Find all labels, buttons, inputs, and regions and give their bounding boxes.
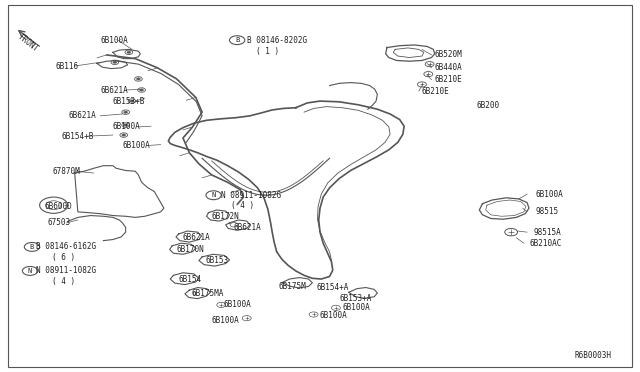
Text: 6B172N: 6B172N bbox=[212, 212, 239, 221]
Text: ( 4 ): ( 4 ) bbox=[52, 278, 76, 286]
Text: 98515: 98515 bbox=[536, 207, 559, 217]
Text: 6B153+B: 6B153+B bbox=[113, 97, 145, 106]
Text: 6B100A: 6B100A bbox=[342, 303, 370, 312]
Text: 6B210E: 6B210E bbox=[435, 75, 463, 84]
Circle shape bbox=[130, 100, 134, 102]
Circle shape bbox=[113, 61, 116, 63]
Text: 6B520M: 6B520M bbox=[435, 51, 463, 60]
Text: ( 1 ): ( 1 ) bbox=[256, 47, 280, 56]
Text: 6B175MA: 6B175MA bbox=[191, 289, 223, 298]
Text: B 08146-6162G: B 08146-6162G bbox=[36, 243, 97, 251]
Circle shape bbox=[124, 111, 127, 113]
Text: 6B440A: 6B440A bbox=[435, 63, 463, 72]
Text: 6B154+B: 6B154+B bbox=[62, 132, 94, 141]
Text: 6B100A: 6B100A bbox=[100, 36, 128, 45]
Text: 6B210E: 6B210E bbox=[422, 87, 450, 96]
Text: 67870M: 67870M bbox=[52, 167, 80, 176]
Text: ( 6 ): ( 6 ) bbox=[52, 253, 76, 263]
Text: R6B0003H: R6B0003H bbox=[575, 350, 612, 360]
Circle shape bbox=[136, 78, 140, 80]
Text: 67503: 67503 bbox=[47, 218, 70, 227]
Text: 6B600D: 6B600D bbox=[45, 202, 72, 211]
Text: 98515A: 98515A bbox=[534, 228, 561, 237]
Text: N: N bbox=[28, 268, 32, 274]
Text: 6B153+A: 6B153+A bbox=[339, 294, 371, 303]
Text: 6B621A: 6B621A bbox=[68, 111, 96, 121]
Text: 6B100A: 6B100A bbox=[536, 190, 563, 199]
Text: 6B116: 6B116 bbox=[56, 61, 79, 71]
Text: B 08146-8202G: B 08146-8202G bbox=[246, 36, 307, 45]
Text: 6B200: 6B200 bbox=[476, 101, 499, 110]
Circle shape bbox=[122, 134, 125, 136]
Text: 6B621A: 6B621A bbox=[183, 233, 211, 242]
Circle shape bbox=[127, 51, 131, 54]
Text: B: B bbox=[30, 244, 34, 250]
Text: ( 4 ): ( 4 ) bbox=[231, 201, 254, 210]
Text: 6B153: 6B153 bbox=[205, 256, 228, 265]
Circle shape bbox=[140, 89, 143, 91]
Text: 6B175M: 6B175M bbox=[278, 282, 307, 291]
Text: 6B100A: 6B100A bbox=[223, 300, 251, 310]
Text: 6B210AC: 6B210AC bbox=[529, 239, 561, 248]
Text: 6B154+A: 6B154+A bbox=[317, 283, 349, 292]
Text: 6B100A: 6B100A bbox=[212, 316, 239, 325]
Text: 6B100A: 6B100A bbox=[320, 311, 348, 320]
Text: N 08911-1082G: N 08911-1082G bbox=[36, 266, 97, 275]
Text: FRONT: FRONT bbox=[16, 33, 40, 54]
Text: 6B621A: 6B621A bbox=[234, 223, 262, 232]
Text: 6B100A: 6B100A bbox=[122, 141, 150, 150]
Circle shape bbox=[124, 124, 127, 126]
Text: 6B170N: 6B170N bbox=[177, 245, 204, 254]
Text: 6B100A: 6B100A bbox=[113, 122, 141, 131]
Text: B: B bbox=[235, 37, 239, 43]
Text: 6B621A: 6B621A bbox=[100, 86, 128, 94]
Text: 6B154: 6B154 bbox=[179, 275, 202, 283]
Text: N: N bbox=[211, 192, 216, 198]
Text: N 08911-1082G: N 08911-1082G bbox=[221, 191, 282, 200]
